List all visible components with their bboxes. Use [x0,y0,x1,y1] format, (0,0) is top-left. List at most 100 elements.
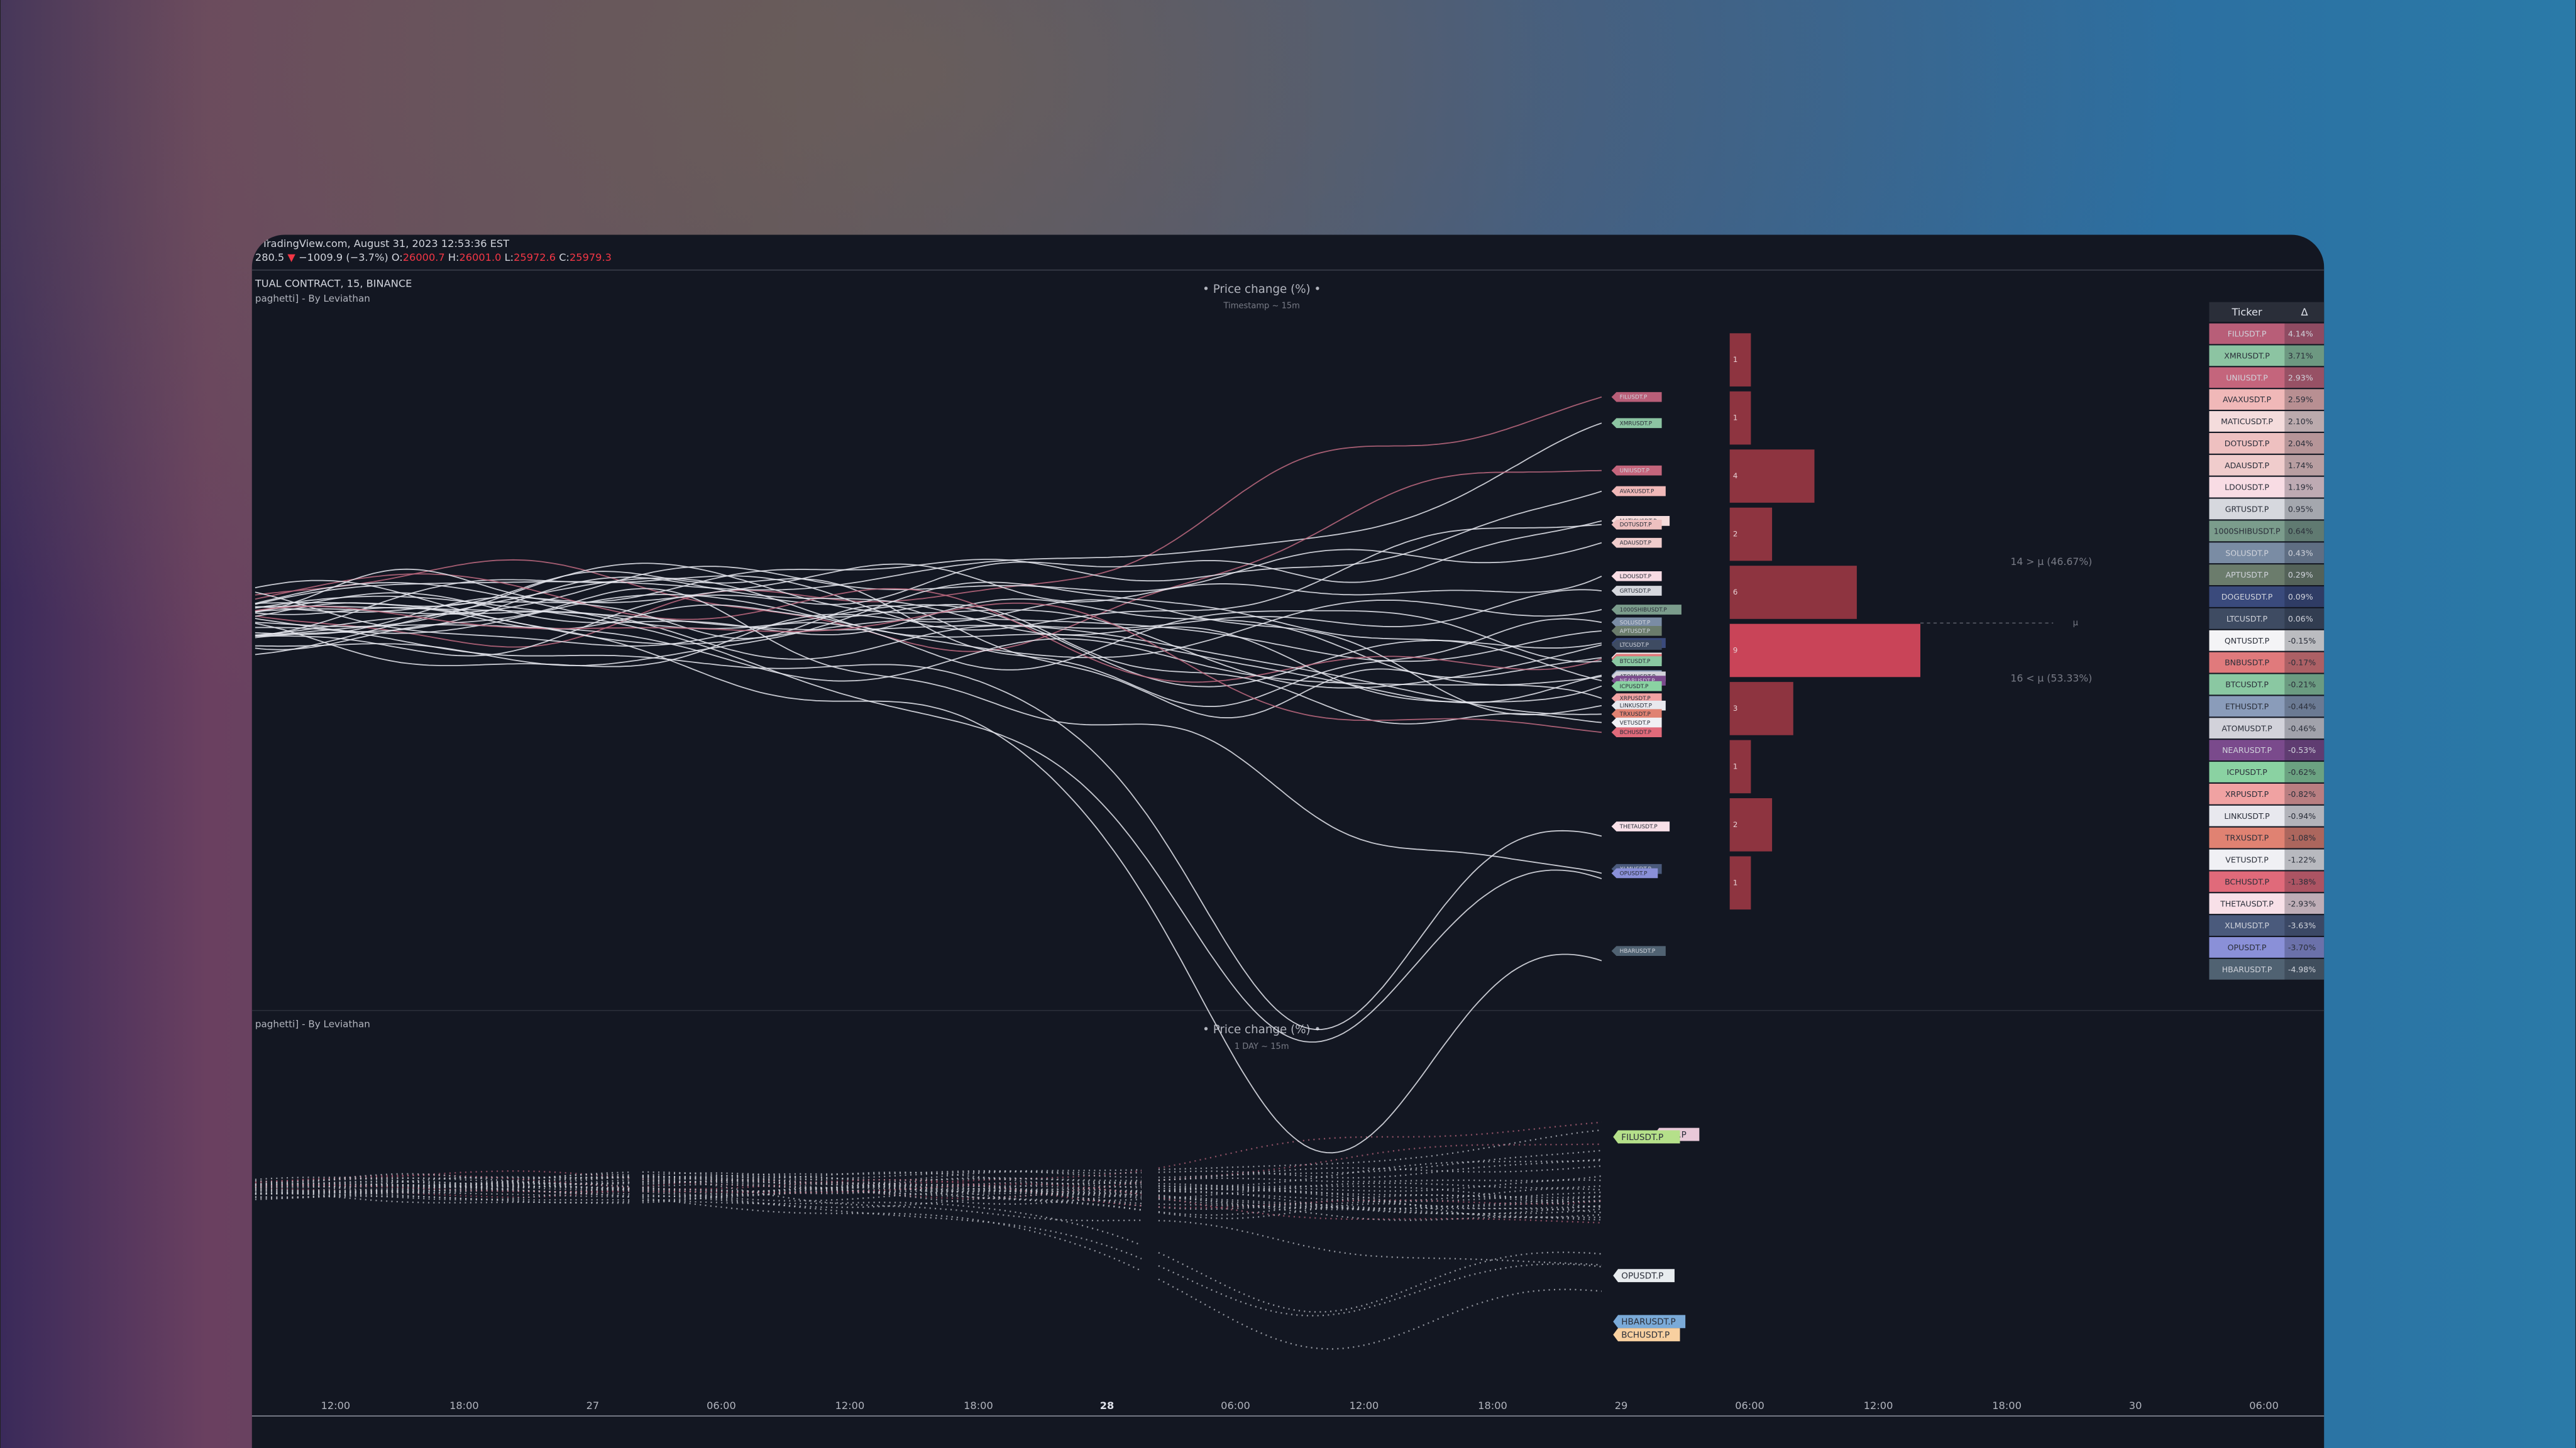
table-ticker: FILUSDT.P [2228,329,2267,339]
table-ticker-cell [2209,893,2285,914]
table-delta: 1.19% [2288,483,2313,492]
table-delta-cell [2284,783,2325,804]
table-ticker-cell [2209,564,2285,586]
table-delta-cell [2284,958,2325,980]
indicator-name: paghetti] - By Leviathan [255,1019,370,1030]
table-delta: 0.43% [2288,548,2313,557]
time-label: 18:00 [449,1400,479,1412]
ohlc-line: 280.5 ▼ −1009.9 (−3.7%) O:26000.7 H:2600… [255,251,612,263]
table-delta: -0.62% [2288,767,2316,777]
spaghetti-line [255,573,1602,683]
histogram-count: 3 [1733,704,1737,713]
table-ticker-cell [2209,718,2285,739]
spaghetti-dots [255,1179,1602,1202]
change: −1009.9 (−3.7%) [299,251,388,263]
histogram-bar [1729,623,1920,677]
table-delta: -3.70% [2288,943,2316,952]
table-ticker-cell [2209,805,2285,826]
line-label-tag [1611,465,1662,476]
table-delta-cell [2284,937,2325,958]
pane2-label-tag [1613,1269,1675,1283]
histogram-count: 4 [1733,471,1737,480]
pane-subtitle: Timestamp ~ 15m [1223,302,1300,311]
table-ticker: 1000SHIBUSDT.P [2214,526,2281,535]
spaghetti-line [255,520,1602,635]
line-label: ICPUSDT.P [1620,684,1649,690]
table-delta-cell [2284,718,2325,739]
table-ticker-cell [2209,498,2285,520]
spaghetti-dots [255,1178,1602,1266]
ohlc-value: 25972.6 [514,251,556,263]
line-label: LDOUSDT.P [1620,574,1652,580]
spaghetti-dots [255,1176,1602,1350]
table-delta-cell [2284,476,2325,498]
histogram-bar [1729,507,1773,561]
pane-title: • Price change (%) • [1203,1023,1321,1036]
spaghetti-dots [255,1181,1602,1317]
table-ticker-cell [2209,542,2285,564]
table-ticker: OPUSDT.P [2228,943,2267,952]
table-ticker: DOTUSDT.P [2225,439,2270,448]
table-delta-cell [2284,367,2325,388]
table-delta: 4.14% [2288,329,2313,339]
table-ticker-cell [2209,608,2285,629]
histogram-bar [1729,333,1751,387]
ohlc-value: 26001.0 [460,251,502,263]
line-label-tag [1611,571,1662,581]
table-ticker-cell [2209,454,2285,476]
table-ticker: NEARUSDT.P [2222,745,2272,755]
screen-body [251,234,2325,1448]
line-label: BTCUSDT.P [1620,659,1651,665]
table-ticker: APTUSDT.P [2225,570,2269,579]
table-delta-cell [2284,454,2325,476]
table-delta: -1.38% [2288,877,2316,886]
table-ticker: BCHUSDT.P [2225,877,2269,886]
spaghetti-dots [255,1175,1602,1215]
table-ticker: LTCUSDT.P [2226,614,2268,623]
table-ticker: DOGEUSDT.P [2221,592,2273,601]
histogram-count: 2 [1733,820,1737,829]
line-label: LTCUSDT.P [1620,642,1649,649]
line-label: HBARUSDT.P [1620,948,1656,955]
line-label: XMRUSDT.P [1620,420,1653,427]
ohlc-key: O: [392,251,403,263]
line-label-tag [1611,519,1662,530]
spaghetti-line [255,396,1602,648]
table-delta-cell [2284,827,2325,848]
line-label-tag [1611,537,1662,548]
table-delta: 0.06% [2288,614,2313,623]
chart-layer: FILUSDT.P XMRUSDT.P UNIUSDT.P AVAXUSDT.P MAT… [255,302,2325,1412]
table-delta: 2.59% [2288,395,2313,404]
ohlc-value: 25979.3 [570,251,612,263]
spaghetti-dots [255,1143,1602,1200]
time-label: 12:00 [321,1400,351,1412]
time-label: 18:00 [964,1400,993,1412]
table-delta-cell [2284,345,2325,366]
spaghetti-line [255,469,1602,652]
spaghetti-line [255,604,1602,725]
line-label: ADAUSDT.P [1620,540,1652,547]
histogram-count: 1 [1733,762,1737,771]
table-delta-cell [2284,674,2325,695]
table-delta: -0.44% [2288,701,2316,711]
table-ticker-cell [2209,432,2285,454]
time-label: 30 [2129,1400,2142,1412]
spaghetti-line [255,588,1602,874]
table-delta: -0.17% [2288,658,2316,667]
table-delta-cell [2284,849,2325,870]
symbol: TUAL CONTRACT, 15, BINANCE [255,277,412,289]
line-label-tag [1611,625,1662,636]
spaghetti-line [255,563,1602,657]
table-ticker: UNIUSDT.P [2226,373,2268,382]
table-ticker-cell [2209,389,2285,410]
table-ticker: BNBUSDT.P [2225,658,2269,667]
table-ticker-cell [2209,937,2285,958]
line-label-tag [1611,605,1682,615]
mean-label: μ [2073,618,2078,628]
line-label-tag [1611,681,1662,691]
time-label: 28 [1100,1400,1115,1412]
spaghetti-dots [255,1129,1602,1185]
histogram-count: 1 [1733,878,1737,887]
table-ticker-cell [2209,411,2285,432]
spaghetti-line [255,582,1602,688]
